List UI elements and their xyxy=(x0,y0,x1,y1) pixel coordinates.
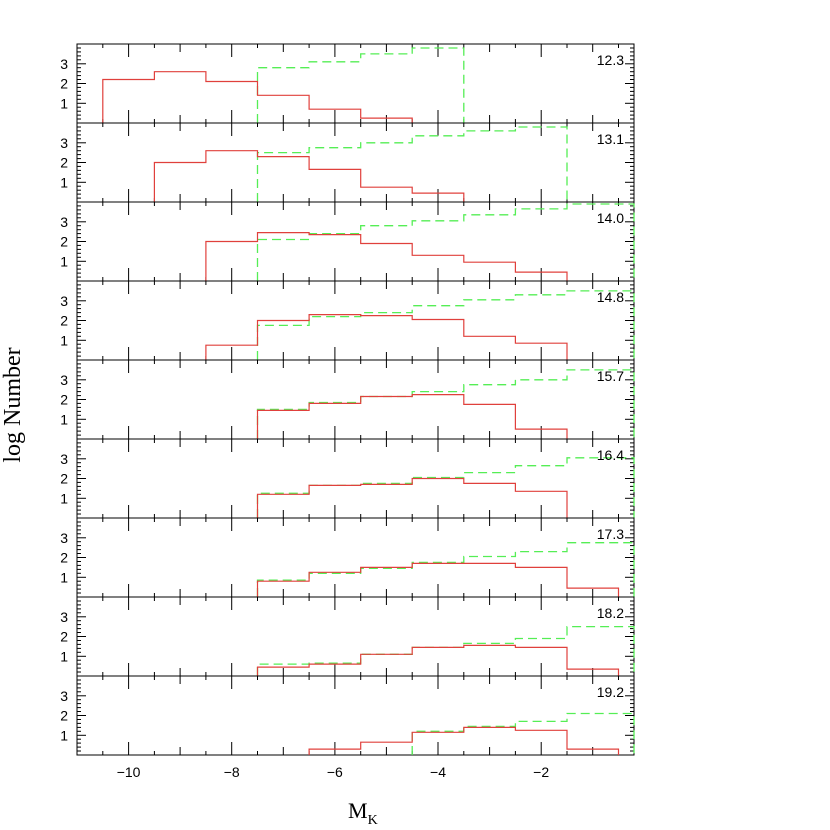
y-tick-label: 2 xyxy=(60,76,68,92)
panel-frame xyxy=(76,201,635,282)
observed-histogram xyxy=(256,394,568,439)
panel-frame xyxy=(76,359,635,440)
panel-5: 1 2 3 15.7 xyxy=(60,359,635,440)
panel-1: 1 2 3 12.3 xyxy=(60,43,635,124)
panel-label: 14.0 xyxy=(597,210,624,226)
panel-frame xyxy=(76,438,635,519)
x-tick-label: −8 xyxy=(224,764,240,780)
y-tick-label: 2 xyxy=(60,550,68,566)
y-tick-label: 2 xyxy=(60,471,68,487)
y-tick-label: 1 xyxy=(60,569,68,585)
panel-frame xyxy=(76,43,635,124)
y-axis-label: log Number xyxy=(0,347,26,462)
y-tick-label: 1 xyxy=(60,727,68,743)
panel-frame xyxy=(76,517,635,598)
panel-label: 15.7 xyxy=(597,368,624,384)
y-tick-label: 3 xyxy=(60,451,68,467)
y-tick-label: 3 xyxy=(60,135,68,151)
x-axis-label-main: M xyxy=(348,798,368,823)
panel-6: 1 2 3 16.4 xyxy=(60,438,635,519)
model-histogram xyxy=(256,290,635,360)
y-tick-label: 3 xyxy=(60,293,68,309)
panels-layer: 1 2 3 12.3 1 2 3 13.1 1 2 3 14.0 1 2 3 14.8 1 2 3 15.7 1 2 3 16… xyxy=(60,43,635,756)
y-tick-label: 3 xyxy=(60,214,68,230)
y-tick-label: 1 xyxy=(60,332,68,348)
y-tick-label: 2 xyxy=(60,155,68,171)
y-tick-label: 2 xyxy=(60,629,68,645)
x-axis-label: MK xyxy=(348,798,378,828)
model-histogram xyxy=(256,369,635,439)
panel-label: 13.1 xyxy=(597,131,624,147)
y-tick-label: 1 xyxy=(60,648,68,664)
y-tick-label: 1 xyxy=(60,174,68,190)
panel-frame xyxy=(76,675,635,756)
model-histogram xyxy=(256,126,568,202)
observed-histogram xyxy=(102,71,413,123)
panel-9: 1 2 3 19.2 xyxy=(60,675,635,756)
model-histogram xyxy=(256,203,635,281)
observed-histogram xyxy=(256,644,620,676)
y-tick-label: 3 xyxy=(60,372,68,388)
y-tick-label: 3 xyxy=(60,609,68,625)
observed-histogram xyxy=(308,726,620,755)
panel-label: 14.8 xyxy=(597,289,624,305)
observed-histogram xyxy=(153,150,465,202)
panel-label: 19.2 xyxy=(597,684,624,700)
model-histogram xyxy=(256,542,635,597)
panel-frame xyxy=(76,280,635,361)
x-tick-label: −2 xyxy=(533,764,549,780)
panel-7: 1 2 3 17.3 xyxy=(60,517,635,598)
y-tick-label: 3 xyxy=(60,530,68,546)
panel-label: 16.4 xyxy=(597,447,624,463)
observed-histogram xyxy=(256,562,620,597)
y-tick-label: 2 xyxy=(60,392,68,408)
panel-3: 1 2 3 14.0 xyxy=(60,201,635,282)
panel-8: 1 2 3 18.2 xyxy=(60,596,635,677)
y-tick-label: 3 xyxy=(60,56,68,72)
model-histogram xyxy=(411,712,635,755)
y-tick-label: 3 xyxy=(60,688,68,704)
observed-histogram xyxy=(205,232,568,281)
x-axis-label-subscript: K xyxy=(368,813,378,828)
panel-label: 18.2 xyxy=(597,605,624,621)
y-tick-label: 2 xyxy=(60,234,68,250)
model-histogram xyxy=(256,47,465,123)
observed-histogram xyxy=(205,314,568,360)
y-tick-label: 2 xyxy=(60,313,68,329)
panel-2: 1 2 3 13.1 xyxy=(60,122,635,203)
y-tick-label: 2 xyxy=(60,708,68,724)
panel-label: 17.3 xyxy=(597,526,624,542)
x-tick-labels: −10 −8 −6 −4 −2 xyxy=(117,764,550,780)
model-histogram xyxy=(256,457,635,518)
panel-label: 12.3 xyxy=(597,52,624,68)
x-tick-label: −10 xyxy=(117,764,141,780)
panel-4: 1 2 3 14.8 xyxy=(60,280,635,361)
x-tick-label: −4 xyxy=(430,764,446,780)
x-tick-label: −6 xyxy=(327,764,343,780)
y-tick-label: 1 xyxy=(60,490,68,506)
observed-histogram xyxy=(256,477,568,518)
y-tick-label: 1 xyxy=(60,95,68,111)
y-tick-label: 1 xyxy=(60,253,68,269)
y-tick-label: 1 xyxy=(60,411,68,427)
